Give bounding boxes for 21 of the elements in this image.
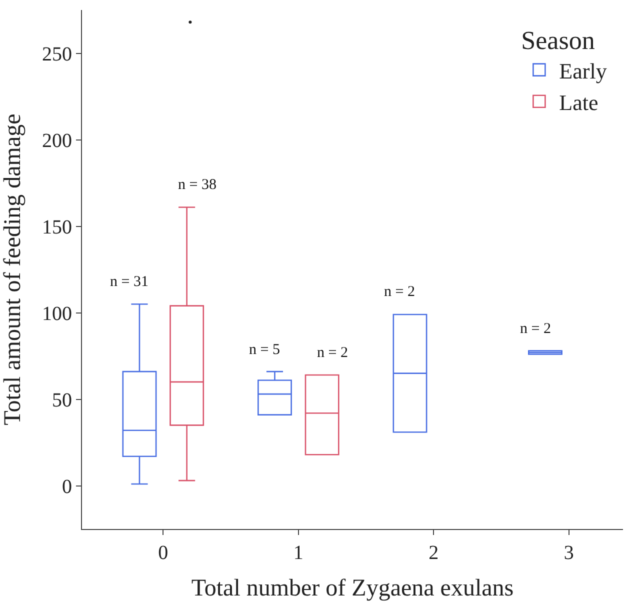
annotation: n = 38 [178, 177, 216, 193]
legend-label: Late [559, 90, 598, 115]
y-tick-label: 200 [42, 130, 72, 152]
legend-title: Season [521, 26, 595, 55]
y-tick-label: 100 [42, 302, 72, 325]
x-tick-label: 2 [428, 542, 439, 564]
x-axis-title: Total number of Zygaena exulans [191, 575, 514, 602]
annotation: n = 2 [520, 321, 551, 337]
y-tick-label: 0 [62, 476, 72, 498]
y-axis-title: Total amount of feeding damage [0, 114, 26, 426]
annotation: n = 5 [249, 342, 280, 358]
annotation: n = 2 [384, 284, 415, 300]
x-tick-label: 1 [293, 542, 304, 564]
y-tick-label: 250 [42, 43, 72, 66]
annotation: n = 2 [317, 345, 348, 361]
x-tick-label: 3 [564, 542, 574, 564]
y-tick-label: 150 [42, 216, 72, 238]
x-tick-label: 0 [158, 542, 168, 564]
legend-label: Early [559, 58, 607, 84]
annotation: n = 31 [110, 274, 148, 290]
y-tick-label: 50 [52, 389, 72, 412]
